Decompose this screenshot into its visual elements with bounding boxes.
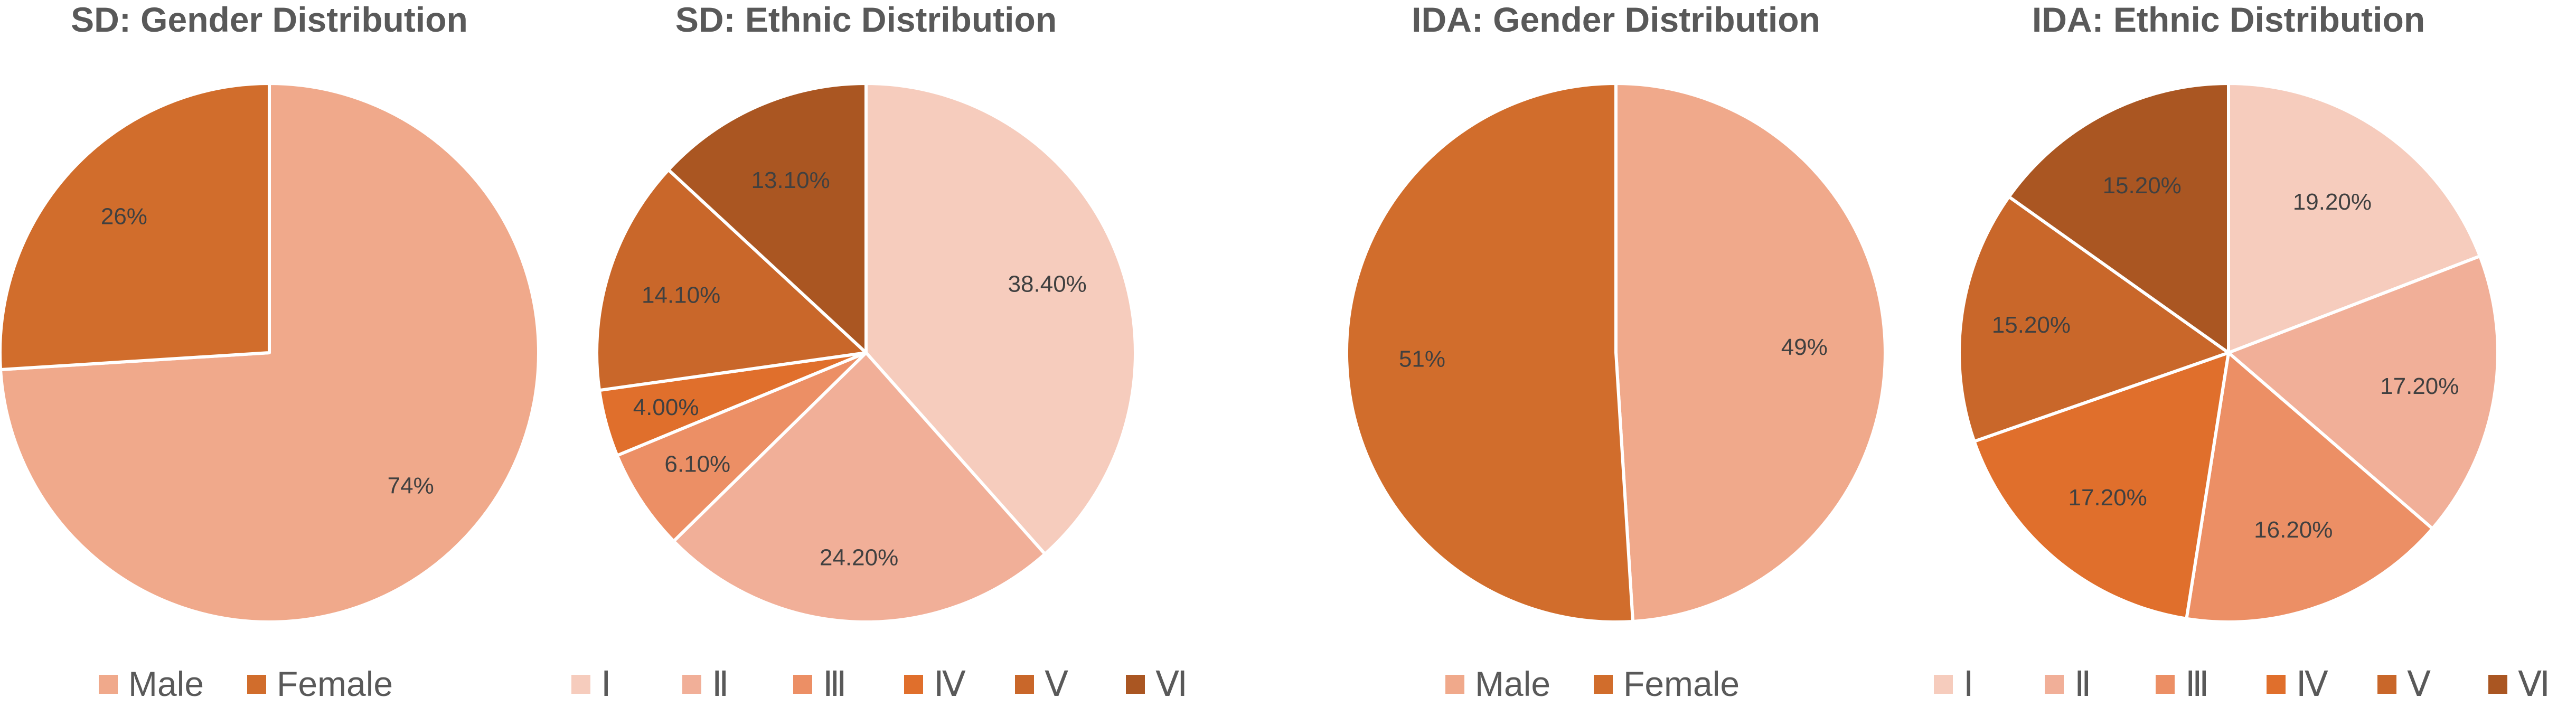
- chart-title: IDA: Gender Distribution: [1412, 0, 1820, 39]
- pie-slice-1: [2227, 82, 2482, 354]
- legend-item: Ⅳ: [2267, 664, 2328, 703]
- chart-legend: Ⅰ Ⅱ Ⅲ Ⅳ Ⅴ Ⅵ: [571, 664, 1188, 703]
- pie-slice-3: [615, 351, 868, 543]
- pie-slice-6: [2007, 82, 2230, 354]
- chart-title: SD: Gender Distribution: [71, 0, 468, 39]
- data-label: 38.40%: [1008, 271, 1087, 297]
- pie-slices: [1345, 82, 1887, 624]
- legend-swatch: [2156, 675, 2175, 694]
- chart-legend: Male Female: [99, 664, 393, 703]
- data-label: 74%: [388, 473, 434, 498]
- legend-label: Male: [1475, 664, 1550, 703]
- pie-slice-5: [1958, 195, 2230, 443]
- data-label: 14.10%: [642, 282, 720, 308]
- legend-swatch: [2267, 675, 2286, 694]
- legend-item: Ⅱ: [2045, 664, 2091, 703]
- legend-label: Ⅱ: [712, 664, 729, 703]
- pie-slice-6: [666, 82, 868, 354]
- pie-slice-1: [864, 82, 1137, 556]
- legend-label: Ⅳ: [2296, 664, 2328, 703]
- pie-slice-2: [0, 82, 271, 372]
- legend-label: Ⅰ: [1963, 664, 1973, 703]
- legend-swatch: [247, 675, 266, 694]
- data-label: 16.20%: [2254, 517, 2333, 543]
- data-label: 17.20%: [2380, 373, 2459, 399]
- chart-legend: Male Female: [1445, 664, 1740, 703]
- legend-label: Ⅴ: [1045, 664, 1068, 703]
- pie-slice-3: [2185, 351, 2434, 624]
- chart-legend: Ⅰ Ⅱ Ⅲ Ⅳ Ⅴ Ⅵ: [1934, 664, 2550, 703]
- legend-item: Female: [247, 664, 393, 703]
- legend-item: Ⅰ: [1934, 664, 1973, 703]
- legend-label: Ⅳ: [934, 664, 966, 703]
- legend-item: Ⅲ: [793, 664, 847, 703]
- legend-item: Male: [1445, 664, 1550, 703]
- legend-item: Ⅳ: [904, 664, 966, 703]
- legend-swatch: [682, 675, 701, 694]
- pie-chart-2: SD: Ethnic Distribution 38.40% 24.20% 6.10%…: [571, 0, 1188, 703]
- legend-item: Male: [99, 664, 204, 703]
- pie-chart-4: IDA: Ethnic Distribution 19.20% 17.20% 16.2…: [1934, 0, 2550, 703]
- legend-label: Ⅰ: [601, 664, 611, 703]
- legend-label: Ⅵ: [1155, 664, 1188, 703]
- legend-swatch: [1015, 675, 1034, 694]
- legend-swatch: [99, 675, 118, 694]
- chart-title: SD: Ethnic Distribution: [675, 0, 1057, 39]
- pie-chart-1: SD: Gender Distribution 74% 26% Male Female: [0, 0, 541, 703]
- legend-label: Ⅲ: [2185, 664, 2210, 703]
- data-label: 6.10%: [664, 451, 730, 477]
- legend-item: Ⅲ: [2156, 664, 2210, 703]
- pie-chart-3: IDA: Gender Distribution 49% 51% Male Female: [1345, 0, 1887, 703]
- legend-item: Ⅰ: [571, 664, 611, 703]
- legend-swatch: [1594, 675, 1613, 694]
- chart-title: IDA: Ethnic Distribution: [2032, 0, 2425, 39]
- legend-item: Ⅵ: [1126, 664, 1188, 703]
- data-label: 15.20%: [1992, 312, 2071, 338]
- pie-slices: [0, 82, 541, 624]
- pie-slice-2: [2227, 255, 2499, 531]
- data-label: 51%: [1399, 346, 1445, 372]
- legend-item: Ⅵ: [2488, 664, 2550, 703]
- legend-label: Ⅴ: [2407, 664, 2431, 703]
- legend-swatch: [1126, 675, 1145, 694]
- pie-data-labels: 74% 26%: [101, 204, 434, 499]
- pie-data-labels: 49% 51%: [1399, 334, 1828, 372]
- data-label: 13.10%: [751, 167, 830, 193]
- pie-slices: [595, 82, 1137, 624]
- pie-slice-5: [595, 168, 868, 392]
- legend-label: Ⅱ: [2074, 664, 2091, 703]
- data-label: 17.20%: [2068, 485, 2147, 511]
- legend-swatch: [793, 675, 812, 694]
- data-label: 15.20%: [2103, 173, 2182, 199]
- legend-swatch: [904, 675, 923, 694]
- legend-label: Ⅵ: [2518, 664, 2550, 703]
- legend-item: Ⅴ: [2377, 664, 2431, 703]
- legend-label: Female: [277, 664, 393, 703]
- pie-data-labels: 38.40% 24.20% 6.10% 4.00% 14.10% 13.10%: [633, 167, 1087, 571]
- pie-slice-2: [1345, 82, 1635, 624]
- pie-slice-2: [672, 351, 1047, 624]
- legend-item: Ⅱ: [682, 664, 729, 703]
- pie-slice-1: [1614, 82, 1887, 623]
- data-label: 19.20%: [2293, 189, 2372, 215]
- pie-data-labels: 19.20% 17.20% 16.20% 17.20% 15.20% 15.20%: [1992, 173, 2459, 543]
- legend-swatch: [571, 675, 590, 694]
- legend-swatch: [1934, 675, 1953, 694]
- legend-swatch: [1445, 675, 1464, 694]
- pie-slices: [1958, 82, 2499, 624]
- data-label: 4.00%: [633, 394, 699, 420]
- data-label: 26%: [101, 204, 147, 230]
- legend-item: Female: [1594, 664, 1740, 703]
- data-label: 24.20%: [820, 544, 898, 570]
- legend-item: Ⅴ: [1015, 664, 1068, 703]
- legend-label: Ⅲ: [823, 664, 847, 703]
- legend-label: Male: [128, 664, 204, 703]
- legend-swatch: [2377, 675, 2396, 694]
- legend-swatch: [2488, 675, 2507, 694]
- data-label: 49%: [1781, 334, 1828, 360]
- legend-swatch: [2045, 675, 2064, 694]
- legend-label: Female: [1623, 664, 1740, 703]
